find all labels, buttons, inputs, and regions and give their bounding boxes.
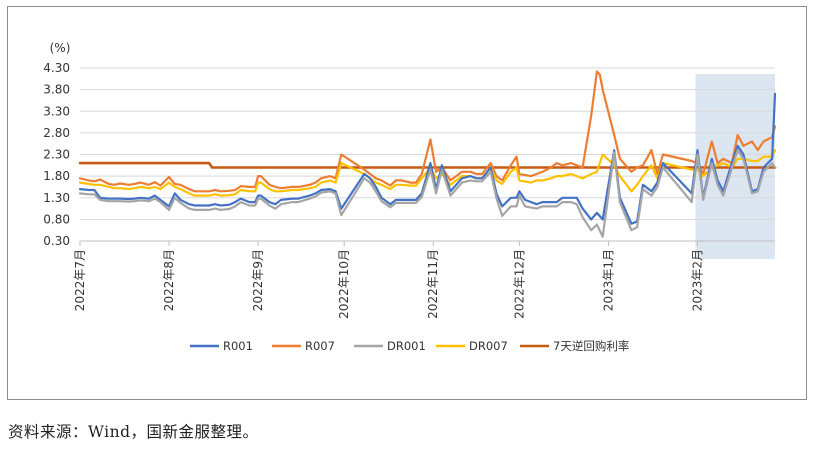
y-axis-ticks: 4.30 3.80 3.30 2.80 2.30 1.80 1.30 0.80 0.30 <box>43 61 70 248</box>
legend-label: 7天逆回购利率 <box>553 339 629 353</box>
y-tick-label: 3.30 <box>43 104 70 118</box>
series-line-R007 <box>78 70 777 193</box>
x-tick-label: 2022年12月 <box>512 249 526 319</box>
y-tick-label: 4.30 <box>43 61 70 75</box>
x-tick-label: 2022年7月 <box>73 249 87 311</box>
y-tick-label: 2.80 <box>43 126 70 140</box>
legend-label: DR007 <box>469 339 508 353</box>
x-tick-label: 2022年11月 <box>426 249 440 319</box>
y-tick-label: 0.30 <box>43 234 70 248</box>
legend-label: R007 <box>305 339 335 353</box>
y-tick-label: 3.80 <box>43 83 70 97</box>
legend-label: R001 <box>223 339 253 353</box>
y-tick-label: 2.30 <box>43 148 70 162</box>
x-tick-label: 2022年8月 <box>162 249 176 311</box>
series-lines <box>78 70 777 238</box>
series-line-DR007 <box>78 149 777 197</box>
legend-label: DR001 <box>387 339 426 353</box>
x-tick-label: 2022年9月 <box>251 249 265 311</box>
y-tick-label: 1.30 <box>43 191 70 205</box>
x-tick-label: 2023年2月 <box>690 249 704 311</box>
x-axis-ticks: 2022年7月 2022年8月 2022年9月 2022年10月 2022年11月 202… <box>73 241 704 319</box>
x-tick-label: 2023年1月 <box>601 249 615 311</box>
y-tick-label: 1.80 <box>43 169 70 183</box>
y-tick-label: 0.80 <box>43 212 70 226</box>
series-line-DR001 <box>78 149 777 238</box>
y-unit-label: (%) <box>50 41 71 55</box>
source-note: 资料来源：Wind，国新金服整理。 <box>8 423 259 441</box>
legend: R001 R007 DR001 DR007 7天逆回购利率 <box>190 339 629 353</box>
x-tick-label: 2022年10月 <box>337 249 351 319</box>
